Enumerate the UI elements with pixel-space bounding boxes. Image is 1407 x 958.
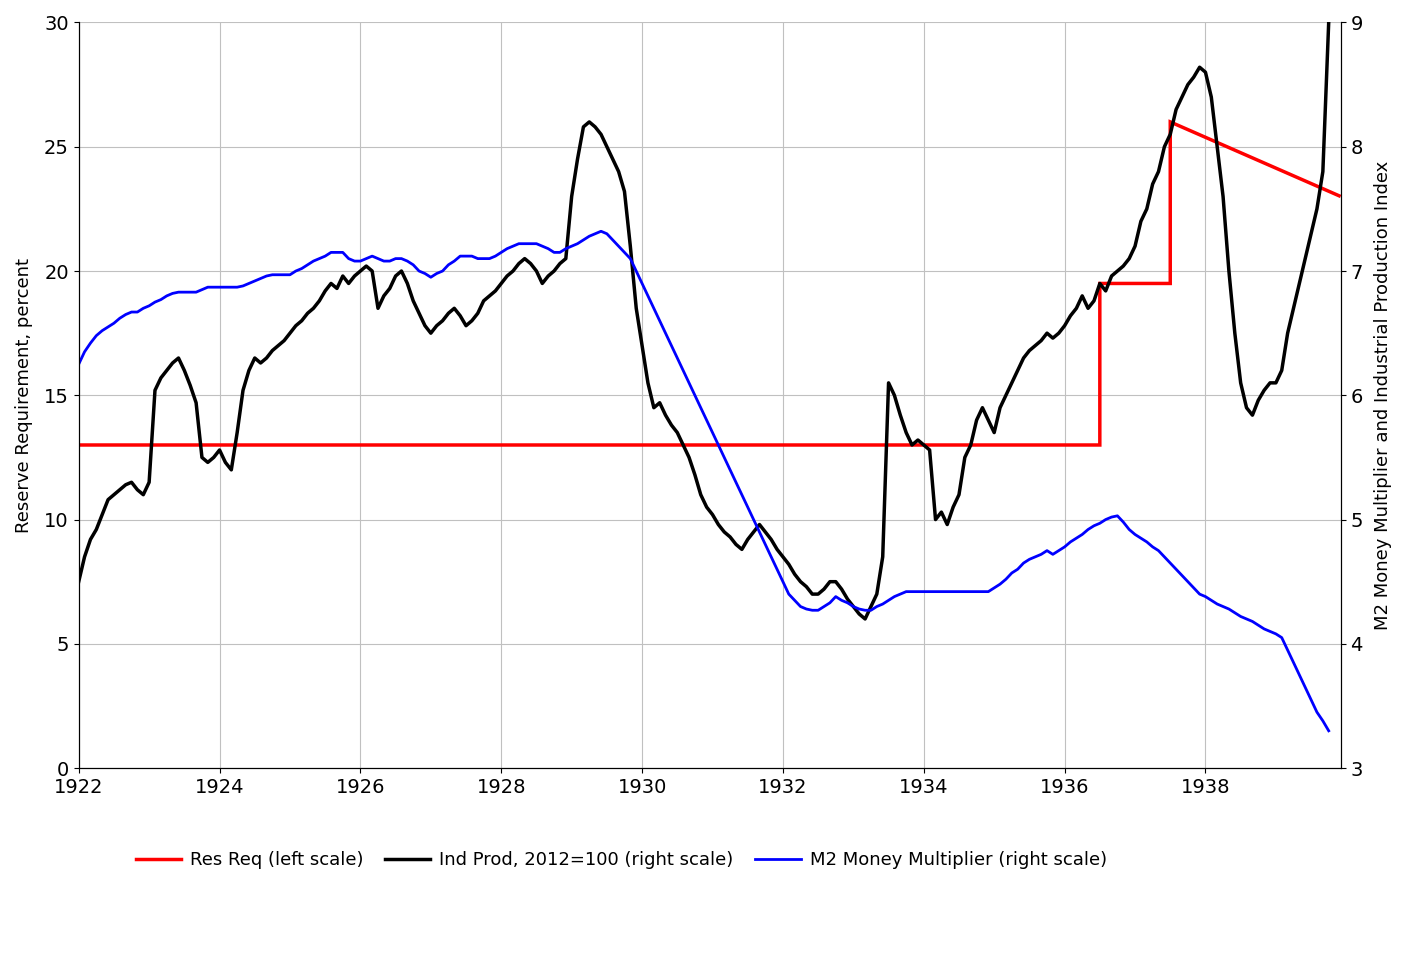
Legend: Res Req (left scale), Ind Prod, 2012=100 (right scale), M2 Money Multiplier (rig: Res Req (left scale), Ind Prod, 2012=100…: [129, 844, 1114, 877]
Y-axis label: M2 Money Multiplier and Industrial Production Index: M2 Money Multiplier and Industrial Produ…: [1375, 161, 1392, 630]
Y-axis label: Reserve Requirement, percent: Reserve Requirement, percent: [15, 258, 32, 533]
